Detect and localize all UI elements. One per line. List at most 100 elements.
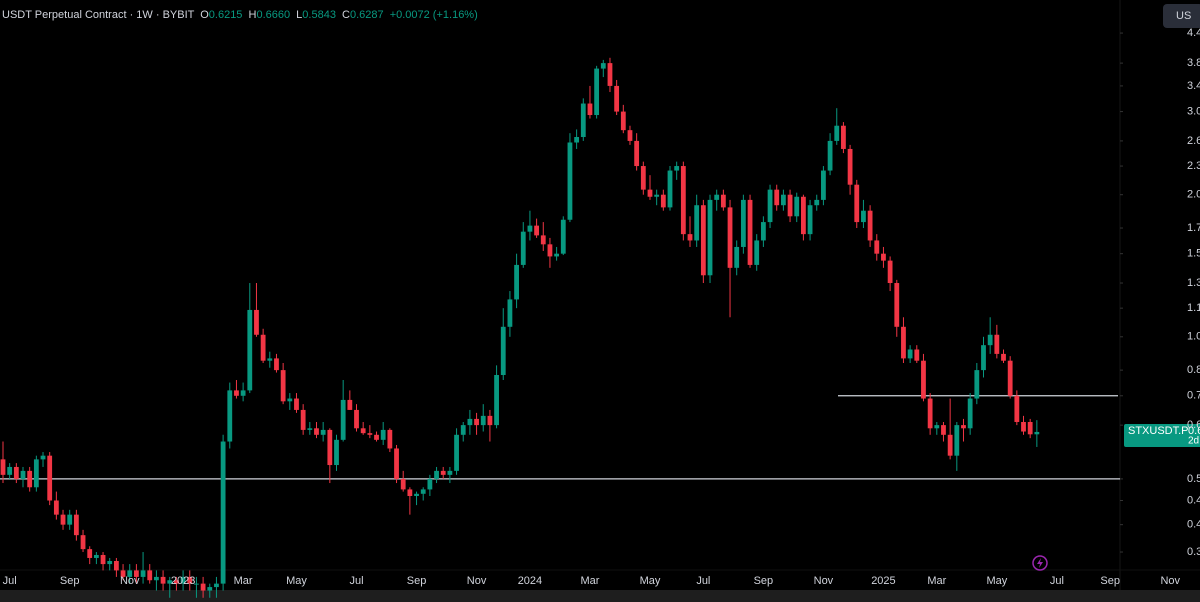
candle-body	[200, 583, 206, 591]
candle-body	[1007, 360, 1013, 396]
candle-body	[554, 253, 560, 257]
event-icon[interactable]	[1032, 555, 1048, 571]
candle-body	[534, 225, 539, 236]
candle-body	[314, 428, 319, 435]
candle-body	[767, 189, 773, 223]
candle-body	[560, 219, 566, 254]
y-tick-label: 0.5	[1187, 473, 1200, 485]
candle-body	[514, 264, 519, 300]
candle-body	[387, 429, 393, 449]
currency-button[interactable]	[1163, 4, 1200, 28]
candle-body	[434, 470, 439, 479]
candle-body	[634, 140, 640, 167]
open-label: O	[200, 9, 209, 21]
x-tick-label: Jul	[696, 575, 710, 587]
candle-body	[407, 489, 413, 496]
candle-body	[527, 225, 533, 232]
candle-body	[207, 587, 213, 591]
candle-body	[600, 63, 606, 69]
candle-body	[794, 196, 800, 217]
candle-body	[614, 85, 620, 112]
candle-body	[214, 583, 219, 588]
candle-body	[981, 345, 986, 371]
candle-body	[841, 125, 846, 149]
candle-body	[540, 235, 546, 245]
candle-body	[467, 418, 473, 426]
candle-body	[160, 576, 166, 584]
y-tick-label: 1.3	[1187, 277, 1200, 289]
y-tick-label: 3.4	[1187, 80, 1200, 92]
candle-body	[360, 428, 366, 434]
x-tick-label: 2023	[171, 575, 195, 587]
candle-body	[174, 580, 179, 584]
candle-body	[874, 240, 880, 254]
candle-body	[787, 194, 793, 217]
candle-body	[654, 194, 660, 197]
candle-body	[113, 561, 119, 571]
currency-label[interactable]: US	[1176, 10, 1191, 22]
candle-body	[627, 130, 633, 141]
candle-body	[914, 349, 920, 361]
x-tick-label: Jul	[349, 575, 363, 587]
candle-body	[33, 459, 39, 488]
candle-body	[67, 514, 73, 525]
candle-body	[961, 425, 966, 429]
candle-body	[13, 466, 19, 479]
candle-body	[587, 103, 593, 116]
price-tag-price: 0.6	[1188, 425, 1200, 437]
candle-body	[861, 210, 866, 223]
candle-body	[974, 370, 980, 399]
candle-body	[300, 409, 306, 430]
candle-body	[807, 205, 813, 235]
candle-body	[567, 142, 573, 220]
price-tag-countdown: 2d	[1188, 436, 1199, 447]
candle-body	[400, 478, 406, 490]
candle-body	[574, 137, 580, 143]
candle-body	[647, 189, 653, 197]
candle-body	[0, 459, 6, 475]
candle-body	[254, 309, 259, 335]
candle-body	[460, 425, 466, 435]
candle-body	[347, 399, 353, 410]
candle-body	[147, 570, 153, 581]
candle-body	[607, 63, 613, 86]
candle-body	[780, 194, 786, 206]
x-tick-label: Jul	[1050, 575, 1064, 587]
candle-body	[120, 570, 126, 577]
candle-body	[280, 370, 286, 402]
candle-body	[73, 514, 79, 536]
candle-body	[374, 434, 379, 440]
x-tick-label: Nov	[814, 575, 834, 587]
candle-body	[1034, 431, 1040, 435]
event-icon-bolt	[1037, 558, 1043, 568]
candle-body	[187, 576, 193, 584]
plot-area	[0, 57, 1120, 598]
candle-body	[720, 194, 726, 208]
candle-body	[180, 576, 186, 584]
candle-body	[927, 398, 933, 429]
candle-body	[334, 439, 339, 466]
candle-body	[80, 535, 86, 550]
bottom-strip	[0, 590, 1200, 602]
candle-body	[987, 334, 993, 346]
candle-body	[941, 425, 946, 435]
candle-body	[867, 210, 873, 241]
candle-body	[994, 334, 1000, 354]
candle-body	[707, 199, 713, 276]
candle-body	[27, 470, 33, 488]
candle-body	[594, 68, 600, 116]
open-value: 0.6215	[209, 9, 243, 21]
y-tick-label: 3.8	[1187, 57, 1200, 69]
candle-body	[1014, 395, 1020, 422]
legend-header: USDT Perpetual Contract · 1W · BYBIT O0.…	[2, 9, 478, 21]
x-tick-label: Jul	[3, 575, 17, 587]
candle-body	[1001, 353, 1006, 361]
candle-body	[760, 222, 766, 241]
candle-body	[247, 309, 253, 391]
x-tick-label: Nov	[120, 575, 140, 587]
candle-body	[740, 199, 746, 247]
candle-body	[1027, 421, 1033, 435]
candle-body	[814, 199, 820, 206]
